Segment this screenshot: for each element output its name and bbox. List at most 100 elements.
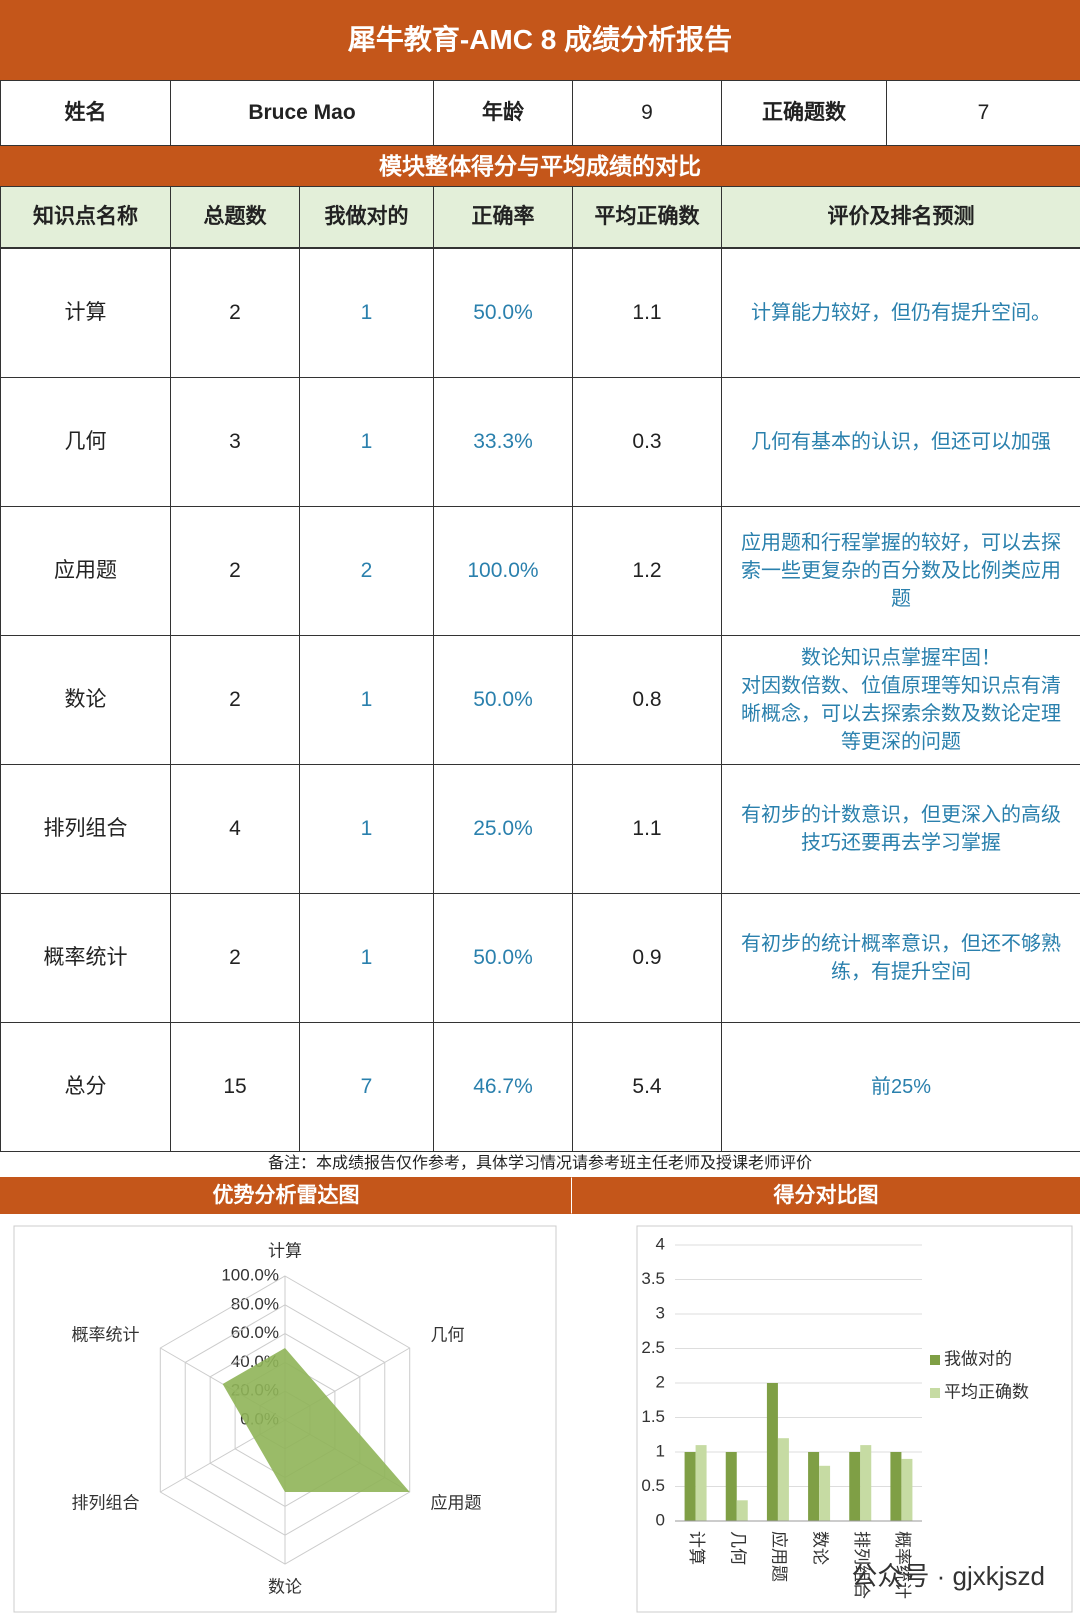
bar (819, 1465, 831, 1521)
table-cell: 4 (170, 764, 300, 894)
table-cell: 46.7% (433, 1022, 573, 1152)
column-header: 总题数 (170, 186, 300, 248)
y-tick-label: 2.5 (641, 1338, 665, 1357)
chart-title: 优势分析雷达图 (0, 1177, 572, 1214)
r-tick-label: 80.0% (231, 1294, 279, 1313)
bar (808, 1452, 820, 1521)
y-tick-label: 0 (656, 1510, 665, 1529)
table-cell: 3 (170, 377, 300, 507)
watermark: 公众号 · gjxkjszd (851, 1561, 1045, 1591)
report-title: 犀牛教育-AMC 8 成绩分析报告 (0, 0, 1080, 80)
info-name: Bruce Mao (170, 80, 434, 146)
bar (849, 1452, 861, 1521)
table-cell: 应用题 (0, 506, 171, 636)
x-tick-label: 应用题 (769, 1531, 788, 1582)
r-tick-label: 100.0% (221, 1265, 279, 1284)
table-cell: 2 (299, 506, 434, 636)
axis-label: 几何 (430, 1325, 464, 1344)
x-tick-label: 数论 (811, 1531, 830, 1565)
table-cell: 1 (299, 635, 434, 765)
y-tick-label: 2 (656, 1372, 665, 1391)
bar (684, 1452, 696, 1521)
r-tick-label: 60.0% (231, 1323, 279, 1342)
table-cell: 0.8 (572, 635, 722, 765)
legend-swatch (930, 1388, 940, 1398)
table-cell: 7 (299, 1022, 434, 1152)
column-header: 正确率 (433, 186, 573, 248)
column-header: 评价及排名预测 (721, 186, 1080, 248)
table-cell: 33.3% (433, 377, 573, 507)
bar (860, 1445, 872, 1521)
table-cell: 0.3 (572, 377, 722, 507)
chart-title: 得分对比图 (572, 1177, 1080, 1214)
info-name-label: 姓名 (0, 80, 171, 146)
charts: 0.0%20.0%40.0%60.0%80.0%100.0%计算几何应用题数论排… (13, 1225, 1073, 1613)
bar (736, 1500, 748, 1521)
bar-frame (636, 1225, 1073, 1613)
note: 备注：本成绩报告仅作参考，具体学习情况请参考班主任老师及授课老师评价 (267, 1154, 812, 1172)
table-cell: 概率统计 (0, 893, 171, 1023)
y-tick-label: 4 (656, 1234, 665, 1253)
table-cell: 1.2 (572, 506, 722, 636)
table-cell: 排列组合 (0, 764, 171, 894)
table-cell: 50.0% (433, 248, 573, 378)
table-cell: 1 (299, 764, 434, 894)
table-cell: 1.1 (572, 248, 722, 378)
axis-label: 计算 (268, 1241, 302, 1260)
bar (777, 1438, 789, 1521)
axis-label: 概率统计 (72, 1325, 140, 1344)
column-header: 我做对的 (299, 186, 434, 248)
table-cell: 50.0% (433, 635, 573, 765)
table-cell: 2 (170, 248, 300, 378)
axis-label: 应用题 (430, 1493, 481, 1512)
table-cell: 1 (299, 893, 434, 1023)
legend-label: 平均正确数 (944, 1382, 1029, 1401)
y-tick-label: 3.5 (641, 1269, 665, 1288)
table-cell: 数论 (0, 635, 171, 765)
x-tick-label: 几何 (728, 1531, 747, 1565)
bar (725, 1452, 737, 1521)
table-cell: 计算 (0, 248, 171, 378)
y-tick-label: 3 (656, 1303, 665, 1322)
x-tick-label: 排列组合 (852, 1531, 871, 1599)
table-cell: 几何有基本的认识，但还可以加强 (721, 377, 1080, 507)
x-tick-label: 计算 (687, 1531, 706, 1565)
bar (766, 1383, 778, 1521)
table-cell: 有初步的计数意识，但更深入的高级技巧还要再去学习掌握 (721, 764, 1080, 894)
table-cell: 2 (170, 893, 300, 1023)
column-header: 知识点名称 (0, 186, 171, 248)
column-header: 平均正确数 (572, 186, 722, 248)
table-cell: 前25% (721, 1022, 1080, 1152)
table-cell: 2 (170, 506, 300, 636)
table-cell: 100.0% (433, 506, 573, 636)
info-correct: 7 (886, 80, 1080, 146)
y-tick-label: 1.5 (641, 1407, 665, 1426)
table-cell: 25.0% (433, 764, 573, 894)
table-cell: 1 (299, 248, 434, 378)
table-cell: 0.9 (572, 893, 722, 1023)
y-tick-label: 0.5 (641, 1476, 665, 1495)
x-tick-label: 概率统计 (893, 1531, 912, 1599)
axis-label: 排列组合 (72, 1493, 140, 1512)
bar (890, 1452, 902, 1521)
table-cell: 5.4 (572, 1022, 722, 1152)
table-cell: 有初步的统计概率意识，但还不够熟练，有提升空间 (721, 893, 1080, 1023)
table-cell: 1.1 (572, 764, 722, 894)
info-age: 9 (572, 80, 722, 146)
table-cell: 50.0% (433, 893, 573, 1023)
legend-label: 我做对的 (944, 1349, 1012, 1368)
table-cell: 数论知识点掌握牢固！ 对因数倍数、位值原理等知识点有清晰概念，可以去探索余数及数… (721, 635, 1080, 765)
info-age-label: 年龄 (433, 80, 573, 146)
section-title: 模块整体得分与平均成绩的对比 (0, 146, 1080, 186)
table-cell: 应用题和行程掌握的较好，可以去探索一些更复杂的百分数及比例类应用题 (721, 506, 1080, 636)
radar-area (222, 1348, 410, 1492)
table-cell: 计算能力较好，但仍有提升空间。 (721, 248, 1080, 378)
info-correct-label: 正确题数 (721, 80, 887, 146)
table-cell: 2 (170, 635, 300, 765)
axis-label: 数论 (268, 1577, 302, 1596)
y-tick-label: 1 (656, 1441, 665, 1460)
bar (901, 1458, 913, 1521)
radar-frame (13, 1225, 557, 1613)
table-cell: 15 (170, 1022, 300, 1152)
